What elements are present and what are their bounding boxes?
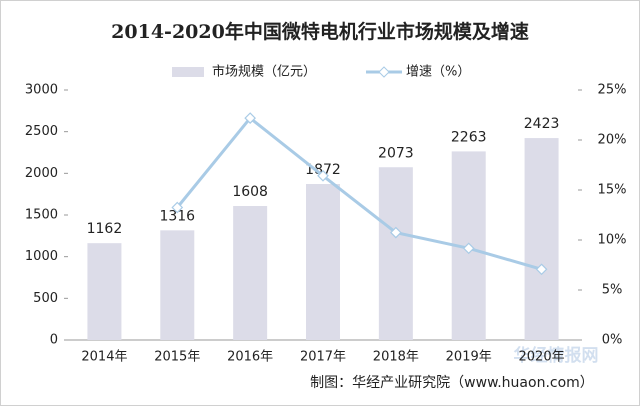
- y-tick-label: 2500: [25, 124, 58, 139]
- line-marker: [317, 169, 329, 182]
- data-label: 2423: [524, 116, 560, 132]
- chart-title: 2014-2020年中国微特电机行业市场规模及增速: [111, 20, 529, 43]
- line-marker: [171, 201, 184, 214]
- legend-label: 市场规模（亿元）: [212, 64, 316, 80]
- bar: [233, 206, 268, 340]
- y2-tick-label: 20%: [598, 133, 627, 148]
- y-tick-label: 0: [50, 333, 58, 348]
- bar: [524, 138, 559, 340]
- data-label: 1162: [87, 221, 123, 237]
- y-tick-label: 1500: [25, 208, 58, 223]
- legend-marker: [378, 66, 390, 78]
- bar: [87, 243, 122, 340]
- source-note: 制图：华经产业研究院（www.huaon.com）: [310, 375, 594, 391]
- line-marker: [244, 112, 256, 124]
- y2-tick-label: 0%: [602, 333, 623, 348]
- x-tick-label: 2019年: [446, 350, 492, 365]
- watermark: 华经情报网: [514, 345, 599, 366]
- bar: [160, 230, 195, 340]
- legend-label: 增速（%）: [406, 65, 470, 80]
- line: [176, 116, 542, 271]
- legend-swatch: [172, 67, 204, 77]
- x-tick-label: 2020年: [519, 350, 565, 365]
- bar: [306, 184, 340, 340]
- y2-tick-label: 25%: [598, 83, 627, 98]
- line-marker: [462, 242, 475, 255]
- y-tick-label: 1000: [25, 249, 58, 264]
- y2-tick-label: 15%: [598, 183, 627, 198]
- bar: [378, 167, 413, 340]
- x-tick-label: 2016年: [227, 350, 273, 365]
- data-label: 1316: [159, 208, 195, 224]
- line-marker: [535, 263, 548, 276]
- y-tick-label: 3000: [25, 83, 58, 98]
- data-label: 2263: [451, 129, 487, 145]
- y-tick-label: 2000: [25, 166, 58, 181]
- y-tick-label: 500: [33, 291, 58, 306]
- data-label: 2073: [378, 145, 414, 161]
- data-label: 1608: [232, 184, 268, 200]
- line-marker: [390, 226, 402, 239]
- x-tick-label: 2018年: [373, 350, 419, 365]
- x-tick-label: 2014年: [81, 350, 127, 365]
- y2-tick-label: 5%: [602, 283, 623, 298]
- y2-tick-label: 10%: [598, 233, 627, 248]
- x-tick-label: 2017年: [300, 350, 346, 365]
- x-tick-label: 2015年: [154, 350, 200, 365]
